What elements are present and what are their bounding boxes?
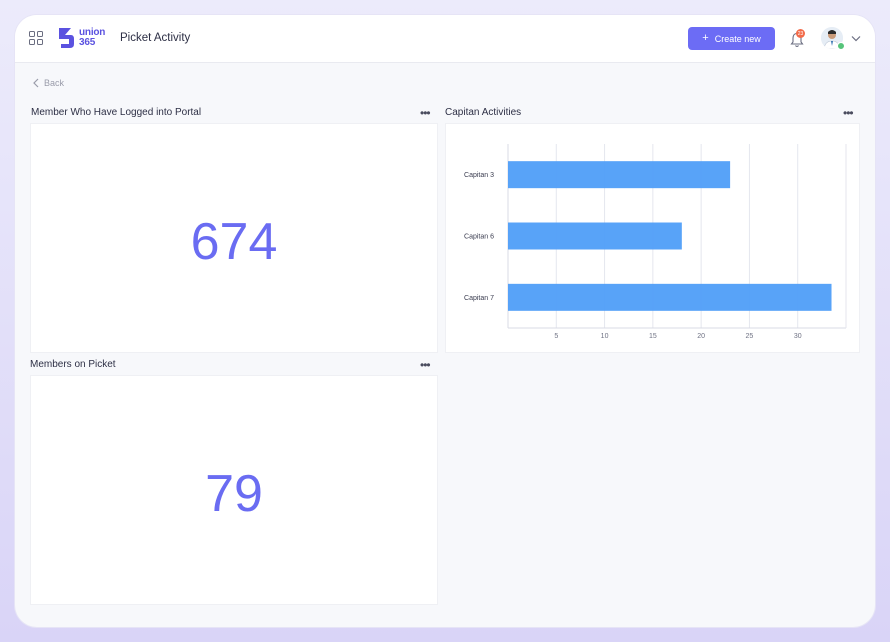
online-status-dot bbox=[837, 42, 845, 50]
capitan-bar-chart: 5 10 15 20 25 30 Capitan 3 Capitan 6 Capitan 7 bbox=[464, 144, 847, 340]
back-link[interactable]: Back bbox=[33, 78, 64, 88]
top-bar: union 365 Picket Activity + Create new 2… bbox=[15, 15, 875, 63]
chevron-left-icon bbox=[33, 78, 39, 88]
apps-grid-icon[interactable] bbox=[29, 31, 43, 45]
plus-icon: + bbox=[702, 32, 709, 44]
on-picket-card: 79 bbox=[30, 375, 438, 605]
x-tick-label: 20 bbox=[697, 333, 705, 340]
create-new-label: Create new bbox=[714, 33, 761, 44]
on-picket-panel-title: Members on Picket bbox=[30, 359, 116, 370]
logged-in-panel-title: Member Who Have Logged into Portal bbox=[31, 107, 202, 118]
back-label: Back bbox=[44, 78, 65, 88]
y-tick-label: Capitan 7 bbox=[464, 295, 494, 302]
on-picket-more-icon[interactable]: ••• bbox=[420, 358, 431, 372]
logged-in-card: 674 bbox=[30, 123, 438, 353]
y-tick-label: Capitan 6 bbox=[464, 234, 494, 241]
bar-capitan-3 bbox=[508, 161, 731, 189]
app-window: union 365 Picket Activity + Create new 2… bbox=[15, 15, 875, 627]
logo-mark-icon bbox=[59, 28, 74, 48]
union365-logo[interactable]: union 365 bbox=[57, 26, 107, 52]
activities-card: 5 10 15 20 25 30 Capitan 3 Capitan 6 Capitan 7 bbox=[445, 123, 860, 353]
logged-in-more-icon[interactable]: ••• bbox=[420, 106, 431, 120]
bar-capitan-6 bbox=[508, 222, 682, 250]
x-tick-label: 15 bbox=[649, 333, 657, 340]
logged-in-value: 674 bbox=[190, 213, 278, 271]
on-picket-value: 79 bbox=[205, 465, 263, 523]
bar-capitan-7 bbox=[508, 283, 832, 311]
x-tick-label: 25 bbox=[746, 333, 754, 340]
x-tick-label: 30 bbox=[794, 333, 802, 340]
create-new-button[interactable]: + Create new bbox=[688, 27, 775, 50]
page-title: Picket Activity bbox=[120, 32, 191, 44]
x-tick-label: 10 bbox=[601, 333, 609, 340]
logo-text: union 365 bbox=[79, 27, 106, 48]
notification-badge: 23 bbox=[796, 29, 805, 38]
x-tick-label: 5 bbox=[554, 333, 558, 340]
y-tick-label: Capitan 3 bbox=[464, 172, 494, 179]
activities-more-icon[interactable]: ••• bbox=[843, 106, 854, 120]
chevron-down-icon[interactable] bbox=[851, 35, 861, 42]
activities-panel-title: Capitan Activities bbox=[445, 107, 522, 118]
